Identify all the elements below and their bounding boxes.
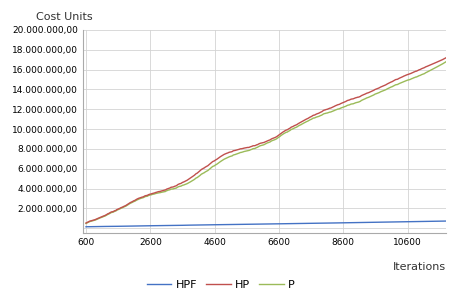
P: [200, 171, 206, 175]
HPF: [200, 223, 206, 227]
P: [344, 103, 350, 107]
HPF: [126, 224, 132, 228]
HPF: [309, 222, 315, 225]
Line: HPF: HPF: [86, 221, 445, 227]
HPF: [344, 221, 350, 225]
HP: [342, 100, 348, 103]
HP: [442, 56, 448, 60]
Line: HP: HP: [86, 58, 445, 223]
P: [225, 155, 231, 159]
P: [342, 104, 348, 108]
Legend: HPF, HP, P: HPF, HP, P: [142, 275, 299, 294]
Line: P: P: [86, 62, 445, 223]
HPF: [442, 219, 448, 223]
HP: [200, 167, 206, 170]
HP: [309, 114, 315, 118]
Text: Iterations: Iterations: [392, 262, 445, 272]
P: [442, 60, 448, 63]
HP: [83, 221, 89, 225]
HP: [225, 151, 231, 154]
Text: Cost Units: Cost Units: [35, 12, 92, 22]
P: [83, 222, 89, 225]
HP: [126, 201, 132, 205]
P: [126, 202, 132, 206]
HPF: [225, 223, 231, 226]
P: [309, 117, 315, 120]
HP: [344, 99, 350, 102]
HPF: [83, 225, 89, 228]
HPF: [342, 221, 348, 225]
